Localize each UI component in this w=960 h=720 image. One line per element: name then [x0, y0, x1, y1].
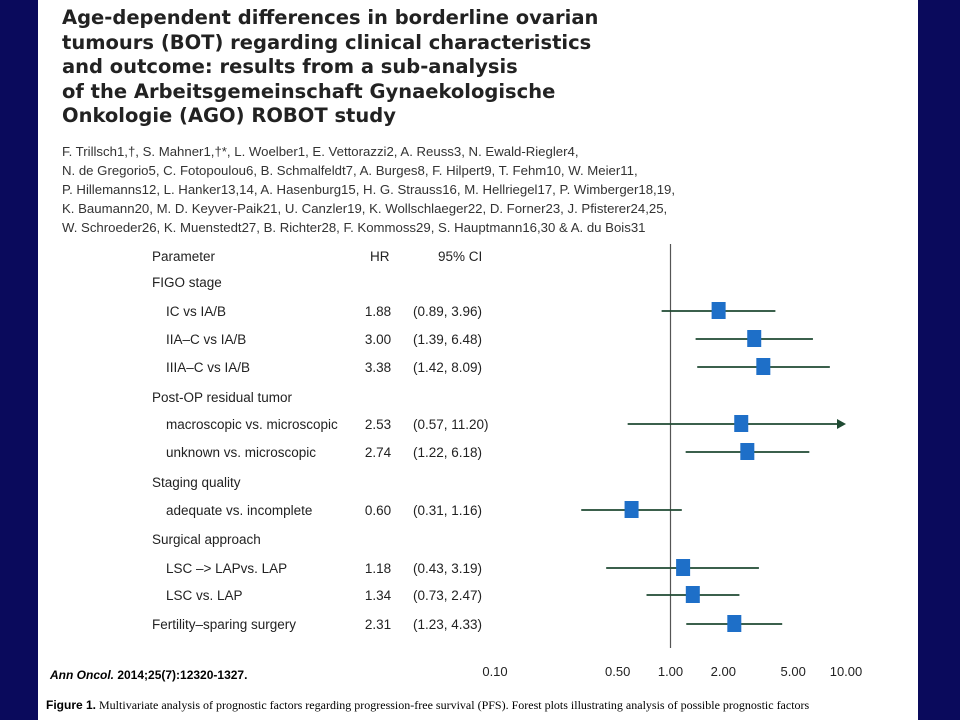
row-hr-value: 2.31: [365, 617, 391, 632]
row-ci-value: (0.73, 2.47): [413, 588, 482, 603]
row-ci-value: (1.23, 4.33): [413, 617, 482, 632]
x-tick-label: 10.00: [830, 664, 863, 679]
citation-journal: Ann Oncol.: [50, 668, 114, 682]
row-group-label: FIGO stage: [152, 275, 222, 290]
row-label: macroscopic vs. microscopic: [166, 417, 338, 432]
row-hr-value: 2.53: [365, 417, 391, 432]
row-label: IC vs IA/B: [166, 304, 226, 319]
paper-title: Age-dependent differences in borderline …: [62, 6, 842, 129]
title-line: Age-dependent differences in borderline …: [62, 6, 599, 29]
title-line: tumours (BOT) regarding clinical charact…: [62, 30, 592, 54]
row-ci-value: (0.89, 3.96): [413, 304, 482, 319]
x-tick-label: 0.50: [605, 664, 630, 679]
ci-arrow: [837, 419, 846, 429]
row-hr-value: 3.38: [365, 360, 391, 375]
row-label: IIIA–C vs IA/B: [166, 360, 250, 375]
citation: Ann Oncol. 2014;25(7):12320-1327.: [50, 668, 247, 682]
column-header-ci: 95% CI: [438, 249, 482, 264]
row-hr-value: 1.34: [365, 588, 392, 603]
x-tick-label: 5.00: [781, 664, 806, 679]
slide-panel: [38, 0, 918, 720]
author-list: F. Trillsch1,†, S. Mahner1,†*, L. Woelbe…: [62, 142, 912, 237]
hr-marker: [624, 501, 639, 518]
row-hr-value: 0.60: [365, 503, 391, 518]
row-ci-value: (1.39, 6.48): [413, 332, 482, 347]
row-hr-value: 2.74: [365, 445, 392, 460]
title-line: and outcome: results from a sub-analysis: [62, 55, 518, 78]
author-line: N. de Gregorio5, C. Fotopoulou6, B. Schm…: [62, 163, 638, 178]
row-hr-value: 3.00: [365, 332, 391, 347]
row-group-label: Post-OP residual tumor: [152, 390, 293, 405]
row-ci-value: (0.57, 11.20): [413, 417, 489, 432]
row-ci-value: (1.42, 8.09): [413, 360, 482, 375]
column-header-hr: HR: [370, 249, 390, 264]
caption-label: Figure 1.: [46, 698, 97, 712]
x-tick-label: 2.00: [711, 664, 736, 679]
row-label: unknown vs. microscopic: [166, 445, 316, 460]
row-label: LSC –> LAPvs. LAP: [166, 561, 287, 576]
author-line: P. Hillemanns12, L. Hanker13,14, A. Hase…: [62, 182, 676, 197]
row-ci-value: (1.22, 6.18): [413, 445, 482, 460]
row-label: LSC vs. LAP: [166, 588, 243, 603]
title-line: Onkologie (AGO) ROBOT study: [62, 104, 396, 127]
x-tick-label: 1.00: [658, 664, 683, 679]
hr-marker: [711, 302, 726, 319]
title-line: of the Arbeitsgemeinschaft Gynaekologisc…: [62, 79, 556, 103]
row-label: Fertility–sparing surgery: [152, 617, 296, 632]
row-label: adequate vs. incomplete: [166, 503, 312, 518]
hr-marker: [685, 586, 700, 603]
row-hr-value: 1.88: [365, 304, 391, 319]
author-line: F. Trillsch1,†, S. Mahner1,†*, L. Woelbe…: [62, 144, 579, 159]
citation-details: 2014;25(7):12320-1327.: [114, 668, 248, 682]
row-ci-value: (0.31, 1.16): [413, 503, 482, 518]
row-label: IIA–C vs IA/B: [166, 332, 246, 347]
author-line: K. Baumann20, M. D. Keyver-Paik21, U. Ca…: [62, 201, 668, 216]
hr-marker: [727, 615, 742, 632]
hr-marker: [756, 358, 771, 375]
caption-text: Multivariate analysis of prognostic fact…: [96, 698, 810, 712]
hr-marker: [747, 330, 762, 347]
row-group-label: Surgical approach: [152, 532, 261, 547]
x-tick-label: 0.10: [482, 664, 507, 679]
hr-marker: [740, 443, 755, 460]
row-group-label: Staging quality: [152, 475, 241, 490]
row-ci-value: (0.43, 3.19): [413, 561, 482, 576]
hr-marker: [734, 415, 749, 432]
author-line: W. Schroeder26, K. Muenstedt27, B. Richt…: [62, 220, 646, 235]
column-header-parameter: Parameter: [152, 249, 216, 264]
row-hr-value: 1.18: [365, 561, 391, 576]
figure-caption: Figure 1. Multivariate analysis of progn…: [46, 698, 916, 713]
hr-marker: [676, 559, 691, 576]
